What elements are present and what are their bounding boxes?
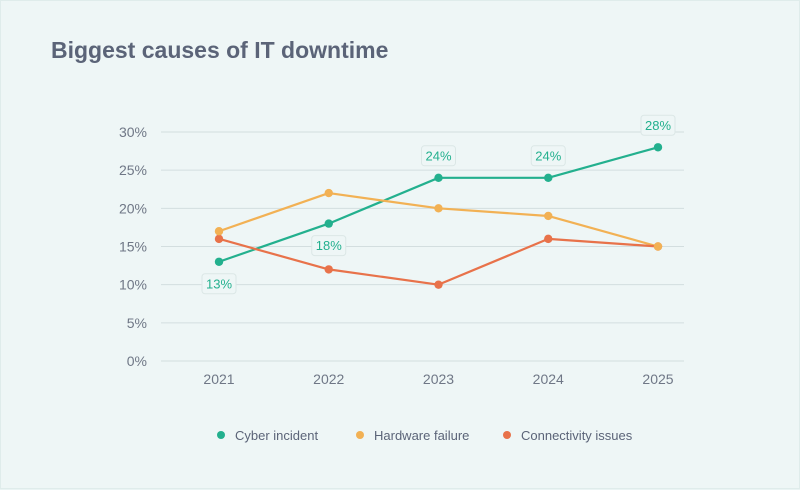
y-tick-label: 5% xyxy=(127,315,147,331)
data-point[interactable] xyxy=(324,188,333,198)
data-label-box xyxy=(530,145,566,167)
legend-label: Hardware failure xyxy=(374,427,470,443)
data-point[interactable] xyxy=(544,173,553,182)
x-tick-label: 2025 xyxy=(642,371,673,387)
data-label: 28% xyxy=(645,118,671,133)
series-line-connectivity-issues xyxy=(218,237,659,286)
data-point[interactable] xyxy=(653,242,663,251)
data-point[interactable] xyxy=(434,204,443,213)
legend-item-hardware-failure[interactable]: Hardware failure xyxy=(356,425,469,445)
y-tick-label: 15% xyxy=(119,239,147,255)
y-tick-label: 0% xyxy=(127,353,147,369)
legend-dot-icon xyxy=(217,431,225,439)
data-label-box xyxy=(421,145,456,167)
legend-item-connectivity-issues[interactable]: Connectivity issues xyxy=(503,425,632,445)
data-label-box xyxy=(640,114,676,136)
gridlines xyxy=(161,131,684,362)
data-label-box xyxy=(201,273,237,295)
data-point[interactable] xyxy=(214,234,224,244)
x-tick-label: 2021 xyxy=(203,371,234,387)
data-point[interactable] xyxy=(214,257,224,266)
data-label: 24% xyxy=(425,148,451,163)
legend-label: Connectivity issues xyxy=(521,427,633,443)
legend-label: Cyber incident xyxy=(235,427,319,443)
legend-item-cyber-incident[interactable]: Cyber incident xyxy=(217,425,318,445)
data-point[interactable] xyxy=(214,227,224,236)
y-tick-label: 20% xyxy=(119,200,147,216)
legend-dot-icon xyxy=(503,431,511,439)
data-point[interactable] xyxy=(544,234,553,244)
x-tick-label: 2023 xyxy=(423,371,454,387)
data-label: 13% xyxy=(206,276,232,291)
data-label: 18% xyxy=(316,238,342,253)
series-lines xyxy=(218,146,659,286)
chart-legend: Cyber incident Hardware failure Connectivi… xyxy=(1,425,800,445)
legend-dot-icon xyxy=(356,431,364,439)
y-tick-label: 25% xyxy=(119,162,147,178)
series-points xyxy=(214,143,663,289)
data-point[interactable] xyxy=(434,280,443,289)
x-tick-label: 2024 xyxy=(533,371,564,387)
data-labels: 13% 18% 24% 24% 28% xyxy=(201,114,676,295)
y-axis-ticks: 0% 5% 10% 15% 20% 25% 30% xyxy=(119,124,147,369)
chart-title: Biggest causes of IT downtime xyxy=(51,37,389,63)
data-point[interactable] xyxy=(324,219,333,228)
data-point[interactable] xyxy=(653,143,663,152)
x-axis-ticks: 2021 2022 2023 2024 2025 xyxy=(203,371,673,387)
y-tick-label: 10% xyxy=(119,277,147,293)
data-label: 24% xyxy=(535,148,561,163)
data-point[interactable] xyxy=(434,173,443,182)
data-label-box xyxy=(311,235,347,257)
data-point[interactable] xyxy=(324,265,333,274)
y-tick-label: 30% xyxy=(119,124,147,140)
data-point[interactable] xyxy=(544,211,553,221)
x-tick-label: 2022 xyxy=(313,371,344,387)
